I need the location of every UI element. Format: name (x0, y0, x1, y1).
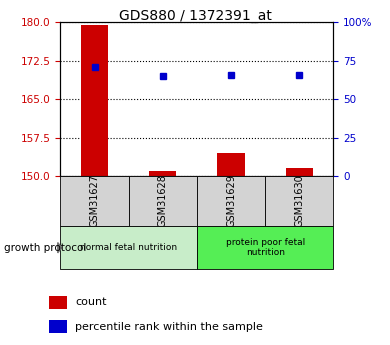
Text: GSM31627: GSM31627 (90, 175, 99, 227)
Bar (149, 171, 176, 176)
Polygon shape (58, 243, 62, 253)
Text: percentile rank within the sample: percentile rank within the sample (76, 322, 263, 332)
Text: GSM31628: GSM31628 (158, 175, 168, 227)
Bar (197, 226, 333, 269)
Bar (265, 176, 333, 226)
Bar (60, 176, 129, 226)
Text: GSM31629: GSM31629 (226, 175, 236, 227)
Text: GDS880 / 1372391_at: GDS880 / 1372391_at (119, 9, 271, 23)
Text: protein poor fetal
nutrition: protein poor fetal nutrition (225, 238, 305, 257)
Bar (197, 176, 265, 226)
Bar (285, 168, 313, 176)
Text: GSM31630: GSM31630 (294, 175, 304, 227)
Text: growth protocol: growth protocol (4, 243, 86, 253)
Text: normal fetal nutrition: normal fetal nutrition (80, 243, 177, 252)
Bar (49, 320, 67, 333)
Bar (49, 296, 67, 309)
Bar (129, 176, 197, 226)
Bar (81, 25, 108, 176)
Text: count: count (76, 297, 107, 307)
Bar (218, 153, 245, 176)
Bar (60, 226, 197, 269)
